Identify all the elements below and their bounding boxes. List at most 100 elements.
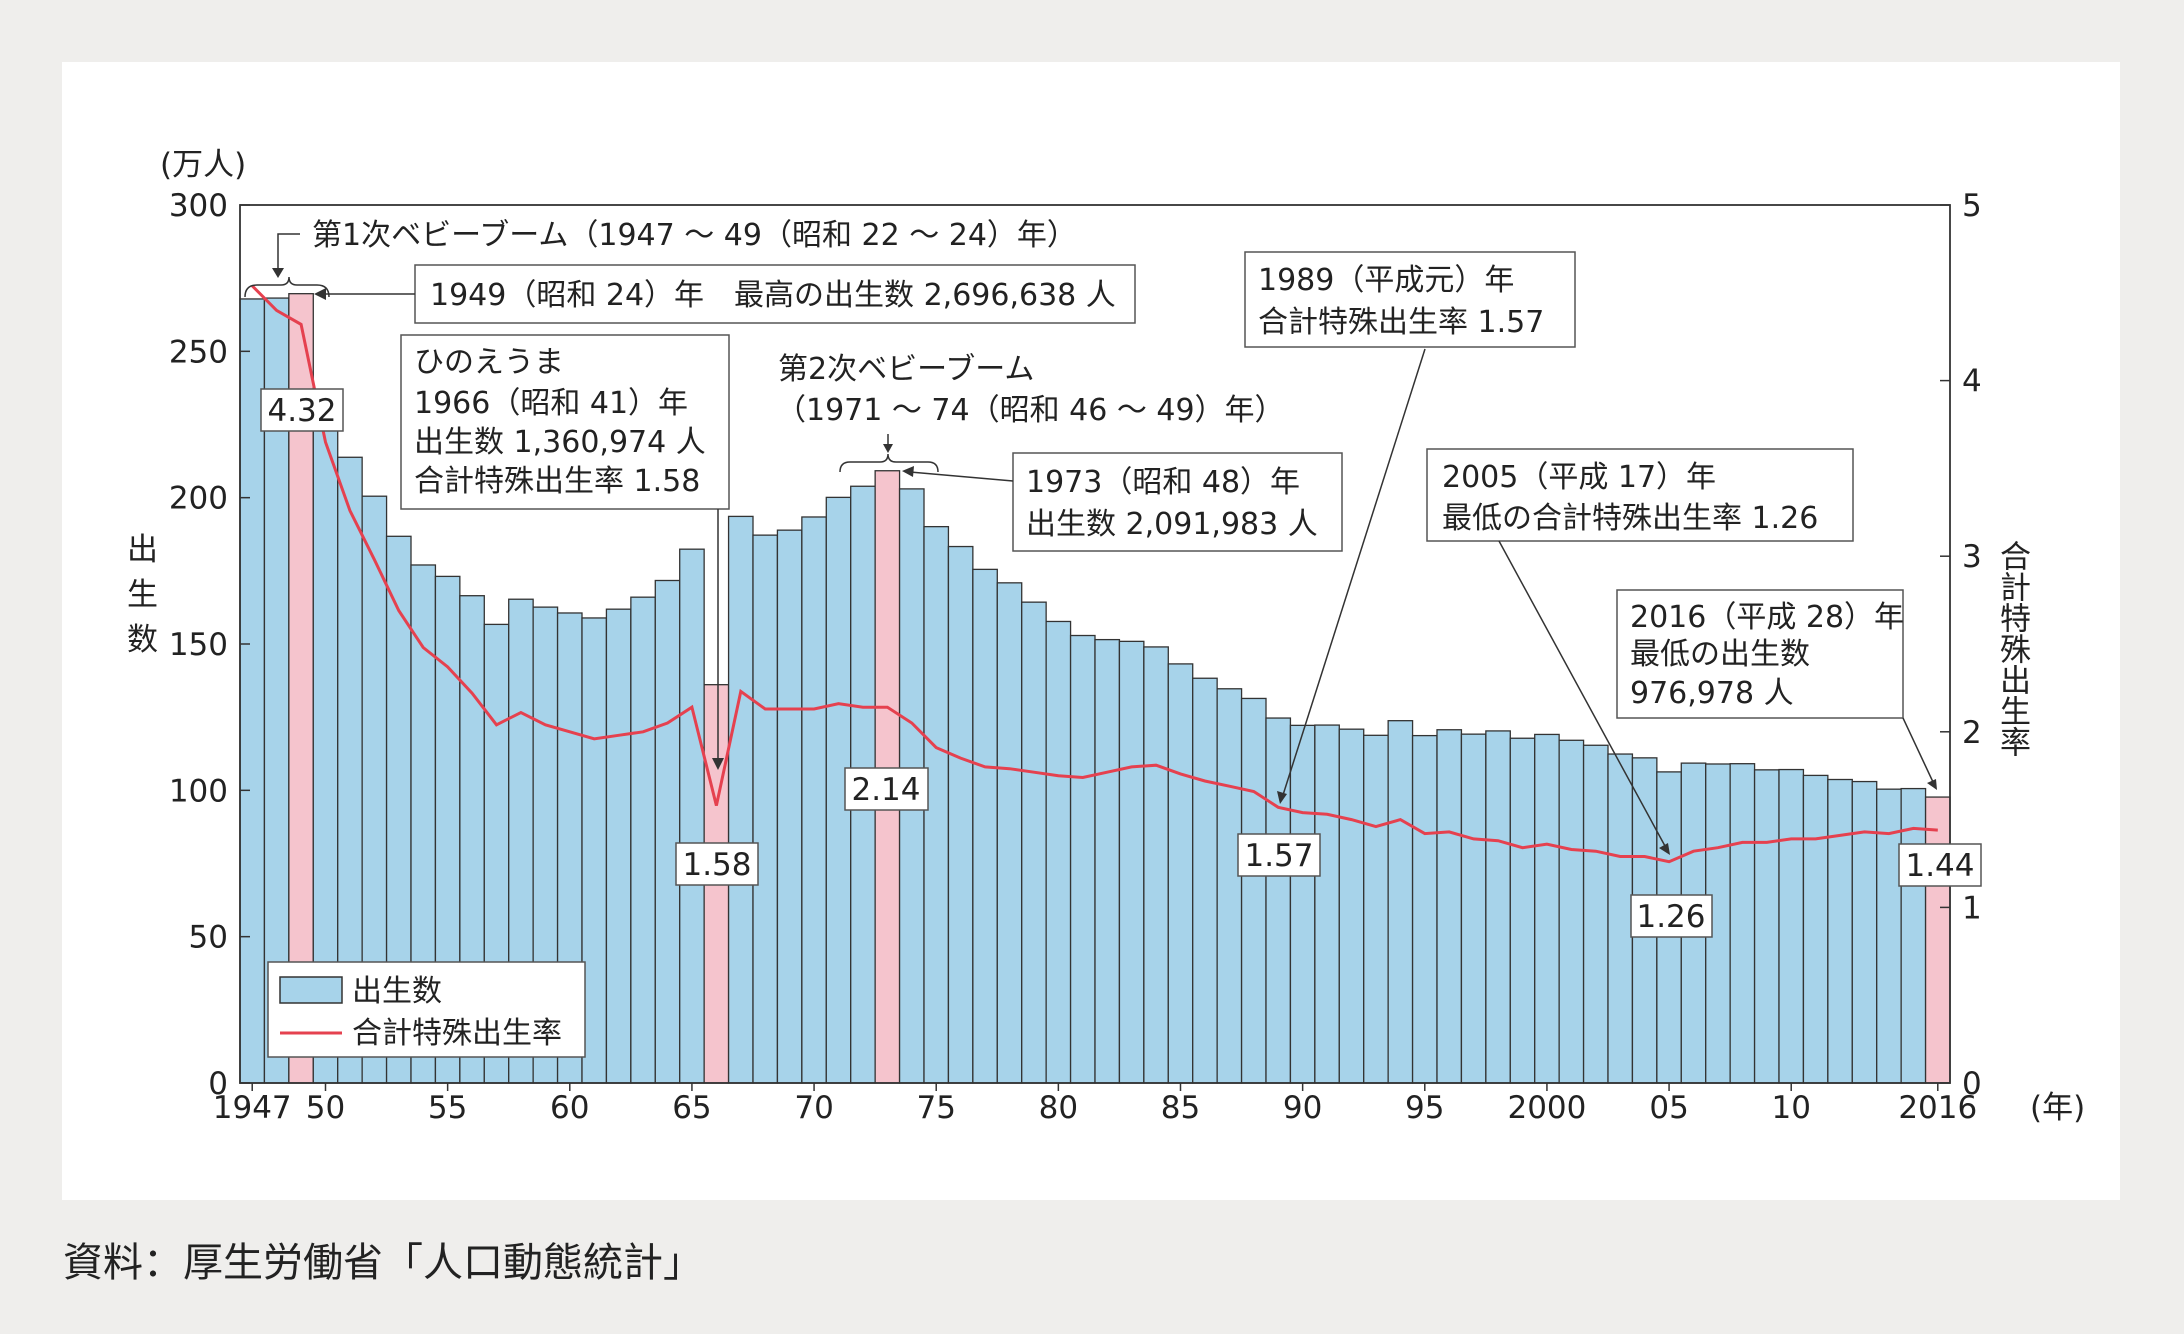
bar-1967 <box>727 515 754 1084</box>
value-label-1966: 1.58 <box>675 842 759 886</box>
annotation-box-1973 <box>1012 452 1343 552</box>
annotation-box-1966 <box>400 334 730 510</box>
bar-1997 <box>1460 733 1487 1084</box>
annotation-box-2016 <box>1616 589 1904 719</box>
bar-2000 <box>1534 733 1560 1084</box>
leader-1989 <box>1282 348 1426 796</box>
bar-1993 <box>1363 734 1389 1084</box>
x-tick-label: 60 <box>550 1090 589 1126</box>
annotation-2016-line: 最低の出生数 <box>1630 637 1810 672</box>
arrow-icon <box>1927 779 1937 790</box>
legend-bar-label: 出生数 <box>352 974 442 1009</box>
bar-1963 <box>630 596 656 1084</box>
left-tick-label: 200 <box>169 481 228 517</box>
x-tick-label: 10 <box>1771 1090 1810 1126</box>
right-tick-label: 3 <box>1962 539 1982 575</box>
value-label-text: 1.44 <box>1905 848 1974 884</box>
annotation-1966-line: 1966（昭和 41）年 <box>414 386 688 421</box>
arrow-icon <box>712 758 724 770</box>
bar-1965 <box>679 548 705 1084</box>
tfr-line <box>251 284 1938 864</box>
annotation-box-1989 <box>1244 251 1576 348</box>
annotation-1949: 1949（昭和 24）年 最高の出生数 2,696,638 人 <box>430 278 1116 313</box>
left-tick-label: 50 <box>189 920 228 956</box>
annotation-box-2005 <box>1426 448 1854 542</box>
bar-2014 <box>1876 788 1902 1084</box>
bar-1986 <box>1192 677 1218 1084</box>
bar-1979 <box>1021 601 1047 1084</box>
annotation-1989-line: 合計特殊出生率 1.57 <box>1258 305 1544 340</box>
annotation-boom1: 第1次ベビーブーム（1947 ～ 49（昭和 22 ～ 24）年） <box>312 218 1077 253</box>
x-tick-label: 85 <box>1161 1090 1200 1126</box>
value-label-2016: 1.44 <box>1898 843 1982 887</box>
x-tick-label: 75 <box>916 1090 955 1126</box>
x-tick-label: 70 <box>794 1090 833 1126</box>
bar-2016 <box>1924 796 1951 1084</box>
bar-1998 <box>1485 730 1511 1084</box>
bar-1969 <box>776 529 803 1084</box>
bar-1961 <box>581 617 608 1084</box>
x-axis-unit: (年) <box>2030 1090 2085 1126</box>
leader-2005 <box>1498 540 1666 847</box>
arrow-icon <box>314 288 326 300</box>
bar-2015 <box>1900 787 1927 1084</box>
right-tick-label: 5 <box>1962 188 1982 224</box>
legend-bar-swatch <box>279 976 343 1004</box>
annotation-1966-line: 出生数 1,360,974 人 <box>414 425 706 460</box>
annotation-1966-line: 合計特殊出生率 1.58 <box>414 464 700 499</box>
bar-1995 <box>1411 734 1438 1084</box>
arrow-icon <box>902 466 914 477</box>
leader-1973 <box>909 471 1014 482</box>
x-tick-label: 65 <box>672 1090 711 1126</box>
bar-2008 <box>1729 763 1756 1084</box>
bar-1962 <box>605 608 632 1084</box>
value-label-1989: 1.57 <box>1237 833 1321 877</box>
left-axis-label: 出生数 <box>121 533 157 668</box>
arrow-icon <box>1659 843 1670 855</box>
value-label-2005: 1.26 <box>1630 894 1713 938</box>
bar-2009 <box>1753 769 1780 1084</box>
bar-1968 <box>752 534 779 1084</box>
right-axis: 0 1 2 3 4 5 <box>1940 188 1982 1102</box>
bar-1964 <box>654 579 681 1084</box>
left-axis: 0 50 100 150 200 250 300 <box>169 188 250 1102</box>
annotation-1973-line: 出生数 2,091,983 人 <box>1026 507 1318 542</box>
value-label-text: 2.14 <box>851 772 920 808</box>
bar-1983 <box>1118 640 1145 1084</box>
leader-2016 <box>1902 717 1934 783</box>
value-label-1949: 4.32 <box>260 388 344 432</box>
bar-1988 <box>1240 697 1267 1084</box>
x-tick-label: 90 <box>1283 1090 1322 1126</box>
annotation-box-1949 <box>414 264 1136 324</box>
bar-1981 <box>1069 634 1096 1084</box>
bar-1977 <box>972 568 998 1084</box>
bar-1999 <box>1509 737 1536 1084</box>
boom1-bracket <box>244 276 330 298</box>
legend: 出生数 合計特殊出生率 <box>267 961 586 1058</box>
value-label-1973: 2.14 <box>844 767 929 811</box>
arrow-icon <box>272 268 284 278</box>
bar-2002 <box>1582 744 1609 1084</box>
boom2-bracket <box>839 453 939 473</box>
x-tick-label: 95 <box>1405 1090 1444 1126</box>
bar-2010 <box>1778 768 1805 1084</box>
bar-1989 <box>1265 717 1292 1084</box>
x-tick-label: 50 <box>306 1090 345 1126</box>
annotation-1966-line: ひのえうま <box>414 345 564 380</box>
bar-2001 <box>1558 739 1585 1084</box>
left-tick-label: 300 <box>169 188 228 224</box>
value-label-text: 1.26 <box>1636 899 1705 935</box>
bar-1987 <box>1216 688 1243 1084</box>
bar-2003 <box>1607 753 1634 1084</box>
x-tick-label: 2000 <box>1507 1090 1586 1126</box>
legend-line-label: 合計特殊出生率 <box>352 1016 562 1051</box>
x-tick-label: 80 <box>1039 1090 1078 1126</box>
right-tick-label: 1 <box>1962 890 1982 926</box>
bar-1980 <box>1045 620 1072 1084</box>
bar-2012 <box>1827 778 1853 1084</box>
x-axis: 1947 50 55 60 65 70 75 80 85 90 95 2000 05 10 2016 <box>213 1083 1977 1126</box>
annotation-2005-line: 2005（平成 17）年 <box>1442 460 1716 495</box>
left-tick-label: 100 <box>169 773 228 809</box>
right-tick-label: 0 <box>1962 1066 1982 1102</box>
